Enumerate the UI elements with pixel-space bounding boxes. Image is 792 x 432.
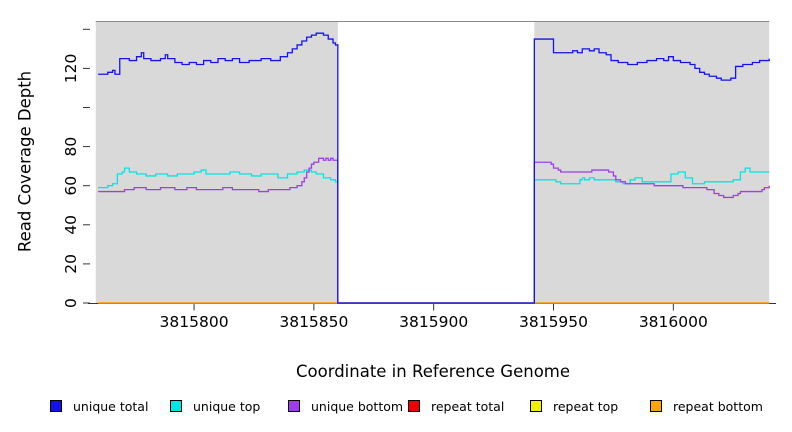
legend-label: unique bottom — [311, 398, 404, 414]
legend-label: repeat top — [553, 398, 619, 414]
legend-item-unique-total: unique total — [50, 398, 148, 414]
legend-item-repeat-bottom: repeat bottom — [650, 398, 763, 414]
y-axis-tick-label: 0 — [62, 298, 80, 308]
coverage-gap-region — [337, 22, 535, 303]
legend-swatch-unique-top — [170, 400, 182, 412]
x-axis-title: Coordinate in Reference Genome — [295, 362, 571, 381]
legend-item-repeat-top: repeat top — [530, 398, 618, 414]
y-axis-title: Read Coverage Depth — [15, 70, 35, 253]
series-line-unique-total — [98, 32, 770, 304]
x-axis-tick-label: 3815850 — [279, 313, 348, 331]
y-axis-tick-label: 40 — [62, 215, 80, 235]
legend-swatch-repeat-bottom — [650, 400, 662, 412]
legend-swatch-repeat-top — [530, 400, 542, 412]
legend-label: repeat bottom — [673, 398, 763, 414]
legend-label: unique top — [193, 398, 261, 414]
series-line-unique-bottom — [98, 157, 770, 304]
y-axis-tick-label: 20 — [62, 254, 80, 274]
legend-swatch-unique-total — [50, 400, 62, 412]
legend-swatch-repeat-total — [408, 400, 420, 412]
legend: unique total unique top unique bottom repea… — [0, 398, 792, 416]
y-axis-tick-label: 60 — [62, 176, 80, 196]
legend-label: unique total — [73, 398, 149, 414]
legend-label: repeat total — [431, 398, 505, 414]
x-axis-tick-label: 3815950 — [519, 313, 588, 331]
legend-item-repeat-total: repeat total — [408, 398, 504, 414]
y-axis-tick-label: 120 — [62, 54, 80, 84]
y-axis-tick-label: 80 — [62, 137, 80, 157]
series-line-unique-top — [98, 167, 770, 304]
legend-item-unique-bottom: unique bottom — [288, 398, 403, 414]
x-axis-tick-label: 3815800 — [160, 313, 229, 331]
legend-swatch-unique-bottom — [288, 400, 300, 412]
x-axis-tick-label: 3816000 — [639, 313, 708, 331]
legend-item-unique-top: unique top — [170, 398, 260, 414]
x-axis-tick-label: 3815900 — [399, 313, 468, 331]
